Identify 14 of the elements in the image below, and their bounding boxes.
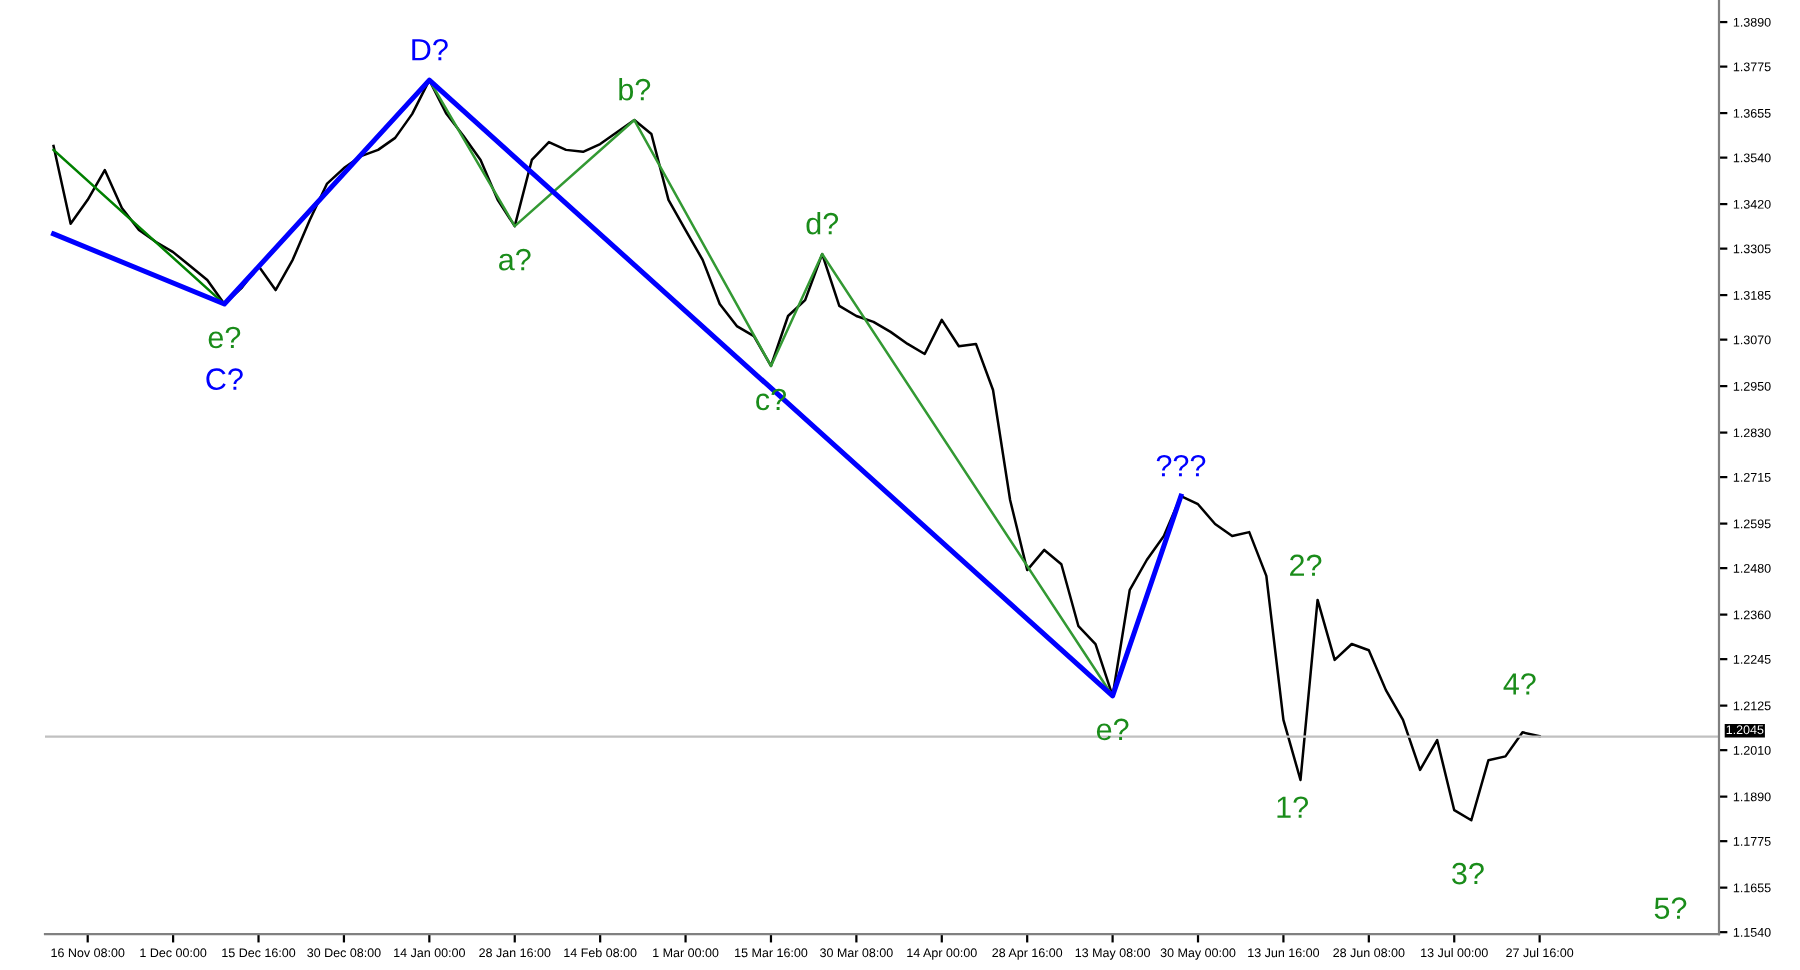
annotation: 3?: [1452, 862, 1484, 885]
data-label: c?: [756, 388, 786, 411]
data-label: d?: [806, 212, 839, 235]
data-label: e?: [208, 326, 241, 349]
annotation: 2?: [1290, 554, 1322, 576]
data-label: b?: [619, 78, 651, 101]
annotation: 1?: [1277, 796, 1308, 818]
annotation: 4?: [1503, 673, 1536, 695]
data-label: C?: [206, 368, 243, 390]
data-label: ???: [1156, 454, 1206, 477]
data-label: a?: [499, 248, 531, 271]
annotation: 5?: [1654, 897, 1687, 919]
data-label: e?: [1096, 718, 1129, 741]
data-label: D?: [412, 38, 448, 61]
